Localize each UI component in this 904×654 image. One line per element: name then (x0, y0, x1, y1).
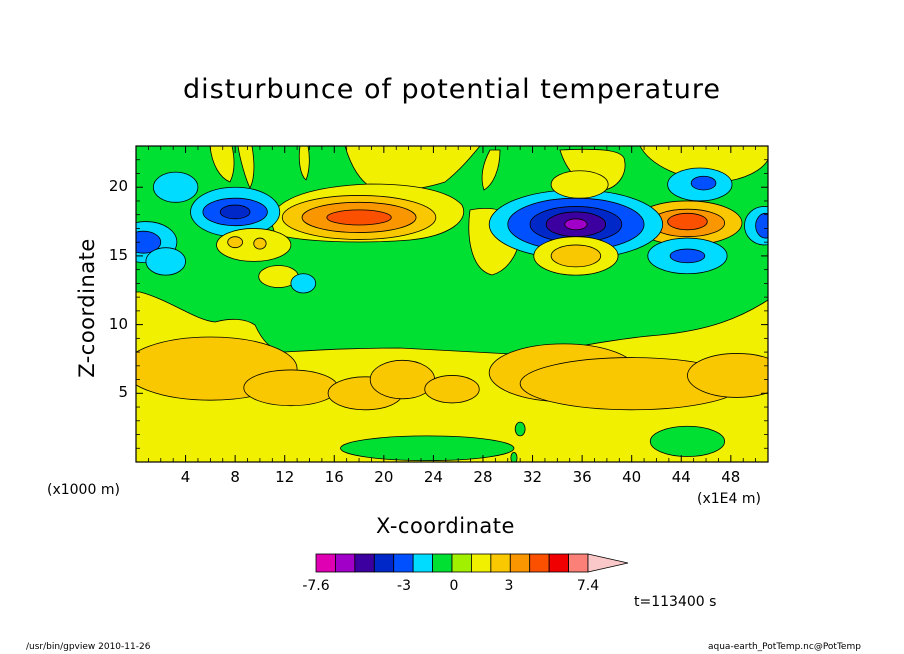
contour-blob (290, 273, 317, 294)
colorbar-label: 7.4 (576, 578, 600, 594)
colorbar-extend-arrow (587, 553, 629, 573)
contour-blob (145, 247, 186, 276)
contour-blob (424, 375, 480, 404)
x-tick-label: 8 (230, 468, 240, 486)
chart-title: disturbunce of potential temperature (183, 74, 721, 105)
contour-blob (550, 244, 602, 268)
x-tick-label: 40 (622, 468, 642, 486)
contour-blob (152, 171, 199, 203)
footer-left: /usr/bin/gpview 2010-11-26 (26, 642, 151, 652)
colorbar-swatch (451, 553, 472, 573)
y-tick-label: 5 (118, 383, 128, 402)
y-tick-label: 20 (108, 177, 128, 196)
contour-blob (550, 170, 609, 199)
contour-blob (690, 175, 717, 191)
colorbar-swatch (393, 553, 414, 573)
x-tick-label: 28 (473, 468, 493, 486)
contour-blob (340, 435, 515, 462)
x-unit-label: (x1E4 m) (697, 491, 761, 507)
contour-blob (564, 218, 588, 231)
x-tick-label: 24 (423, 468, 443, 486)
contour-lobe (237, 146, 255, 189)
x-tick-label: 12 (275, 468, 295, 486)
contour-blob (253, 237, 267, 250)
colorbar-swatch (412, 553, 433, 573)
contour-lobe (481, 149, 501, 191)
contour-blob (667, 212, 708, 231)
x-tick-label: 48 (721, 468, 741, 486)
colorbar-label: -3 (397, 578, 411, 594)
contour-blob (219, 204, 251, 220)
colorbar-swatch (509, 553, 531, 573)
contour-blob (243, 369, 339, 407)
contour-blob (755, 212, 768, 239)
contour-blob (669, 248, 706, 264)
contour-blob (514, 421, 526, 437)
plot-frame (135, 145, 769, 463)
colorbar-swatch (529, 553, 550, 573)
colorbar-swatch (335, 553, 356, 573)
contour-lobe (298, 146, 310, 181)
time-label: t=113400 s (634, 594, 717, 610)
x-tick-label: 16 (324, 468, 344, 486)
colorbar-swatch (548, 553, 569, 573)
colorbar-swatch (471, 553, 492, 573)
contour-blob (326, 209, 392, 226)
contour-blob (136, 230, 162, 254)
x-tick-label: 4 (180, 468, 191, 486)
contour-blob (369, 359, 436, 400)
x-axis-label: X-coordinate (376, 514, 515, 538)
colorbar-swatch (432, 553, 453, 573)
contour-blob (510, 451, 518, 462)
y-tick-label: 15 (108, 245, 128, 264)
colorbar-swatch (373, 553, 395, 573)
y-tick-label: 10 (108, 314, 128, 333)
x-tick-label: 44 (671, 468, 691, 486)
x-tick-label: 32 (523, 468, 543, 486)
x-tick-label: 36 (572, 468, 592, 486)
colorbar-swatch (315, 553, 336, 573)
colorbar-label: -7.6 (302, 578, 330, 594)
footer-right: aqua-earth_PotTemp.nc@PotTemp (708, 642, 861, 652)
colorbar-swatch (354, 553, 375, 573)
contour-lobe (209, 146, 235, 183)
contour-blob (649, 425, 726, 457)
colorbar-label: 3 (504, 578, 514, 594)
colorbar-label: 0 (449, 578, 459, 594)
contour-blob (687, 353, 768, 398)
x-tick-label: 20 (374, 468, 394, 486)
colorbar-swatch (568, 553, 589, 573)
colorbar-swatch (490, 553, 511, 573)
y-unit-label: (x1000 m) (47, 482, 120, 498)
contour-blob (227, 236, 243, 249)
y-axis-label: Z-coordinate (75, 238, 99, 378)
